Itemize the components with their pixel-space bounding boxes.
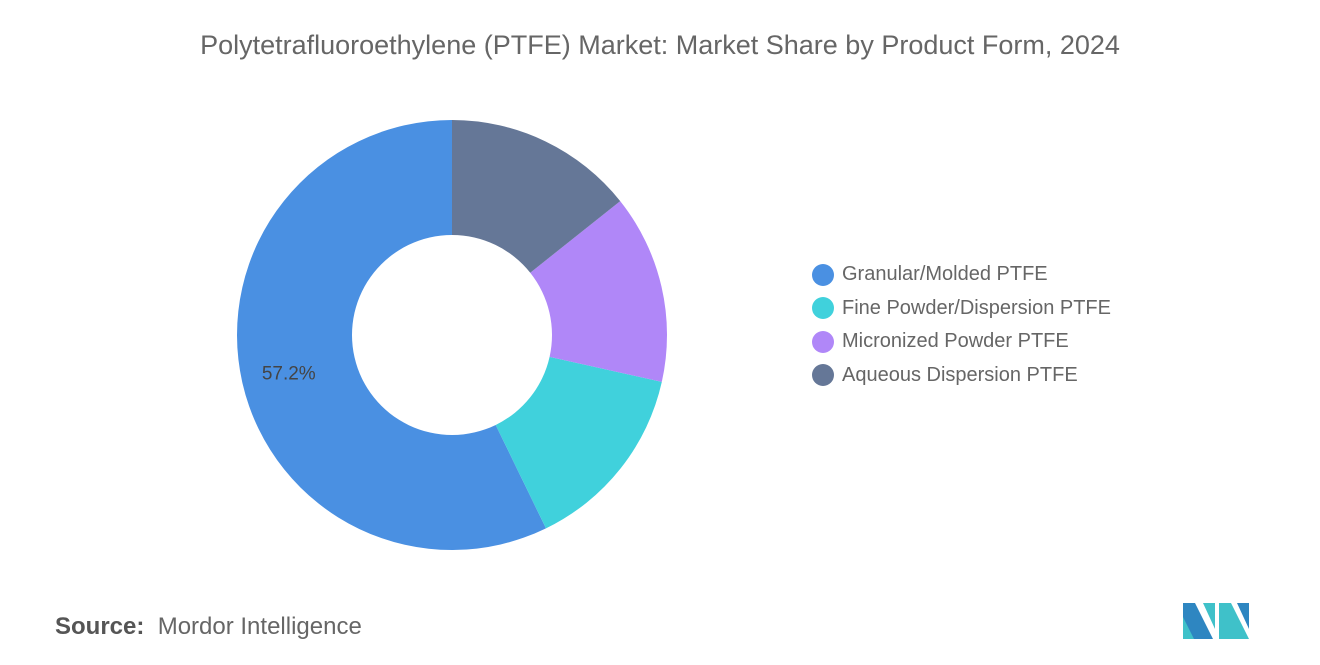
source-label: Source: xyxy=(55,613,145,640)
slice-granular-molded-ptfe xyxy=(237,120,546,550)
legend-label: Granular/Molded PTFE xyxy=(842,263,1048,286)
legend-item: Fine Powder/Dispersion PTFE xyxy=(812,292,1111,326)
chart-title: Polytetrafluoroethylene (PTFE) Market: M… xyxy=(200,30,1120,60)
legend-label: Fine Powder/Dispersion PTFE xyxy=(842,296,1111,319)
legend-swatch xyxy=(812,364,834,387)
slice-data-label: 57.2% xyxy=(262,364,316,385)
legend-swatch xyxy=(812,297,834,320)
legend: Granular/Molded PTFE Fine Powder/Dispersi… xyxy=(812,258,1111,392)
legend-item: Aqueous Dispersion PTFE xyxy=(812,359,1111,393)
slice-aqueous-dispersion-ptfe xyxy=(452,120,621,273)
slice-fine-powder-dispersion-ptfe xyxy=(495,356,662,529)
source-note: Source: Mordor Intelligence xyxy=(55,613,362,641)
source-value: Mordor Intelligence xyxy=(157,613,362,640)
legend-item: Granular/Molded PTFE xyxy=(812,258,1111,292)
slice-micronized-powder-ptfe xyxy=(530,201,667,382)
legend-swatch xyxy=(812,263,834,286)
legend-item: Micronized Powder PTFE xyxy=(812,325,1111,359)
legend-label: Aqueous Dispersion PTFE xyxy=(842,363,1078,386)
legend-label: Micronized Powder PTFE xyxy=(842,330,1069,353)
legend-swatch xyxy=(812,330,834,353)
mordor-logo xyxy=(1183,603,1249,639)
